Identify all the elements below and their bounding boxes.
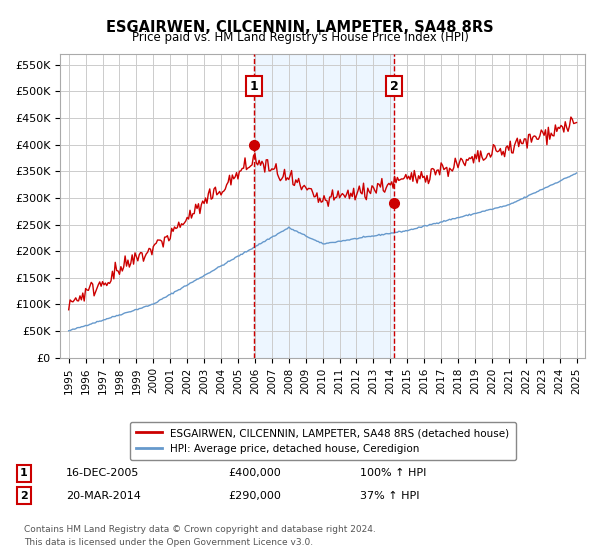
- Text: £400,000: £400,000: [228, 468, 281, 478]
- Text: 16-DEC-2005: 16-DEC-2005: [66, 468, 139, 478]
- Text: 20-MAR-2014: 20-MAR-2014: [66, 491, 141, 501]
- Text: £290,000: £290,000: [228, 491, 281, 501]
- Bar: [254, 54, 394, 358]
- Text: Contains HM Land Registry data © Crown copyright and database right 2024.: Contains HM Land Registry data © Crown c…: [24, 525, 376, 534]
- Text: 37% ↑ HPI: 37% ↑ HPI: [360, 491, 419, 501]
- Text: This data is licensed under the Open Government Licence v3.0.: This data is licensed under the Open Gov…: [24, 538, 313, 547]
- Text: Price paid vs. HM Land Registry's House Price Index (HPI): Price paid vs. HM Land Registry's House …: [131, 31, 469, 44]
- Text: 2: 2: [389, 80, 398, 92]
- Text: 100% ↑ HPI: 100% ↑ HPI: [360, 468, 427, 478]
- Text: 1: 1: [250, 80, 259, 92]
- Text: ESGAIRWEN, CILCENNIN, LAMPETER, SA48 8RS: ESGAIRWEN, CILCENNIN, LAMPETER, SA48 8RS: [106, 20, 494, 35]
- Text: 1: 1: [20, 468, 28, 478]
- Text: 2: 2: [20, 491, 28, 501]
- Legend: ESGAIRWEN, CILCENNIN, LAMPETER, SA48 8RS (detached house), HPI: Average price, d: ESGAIRWEN, CILCENNIN, LAMPETER, SA48 8RS…: [130, 422, 515, 460]
